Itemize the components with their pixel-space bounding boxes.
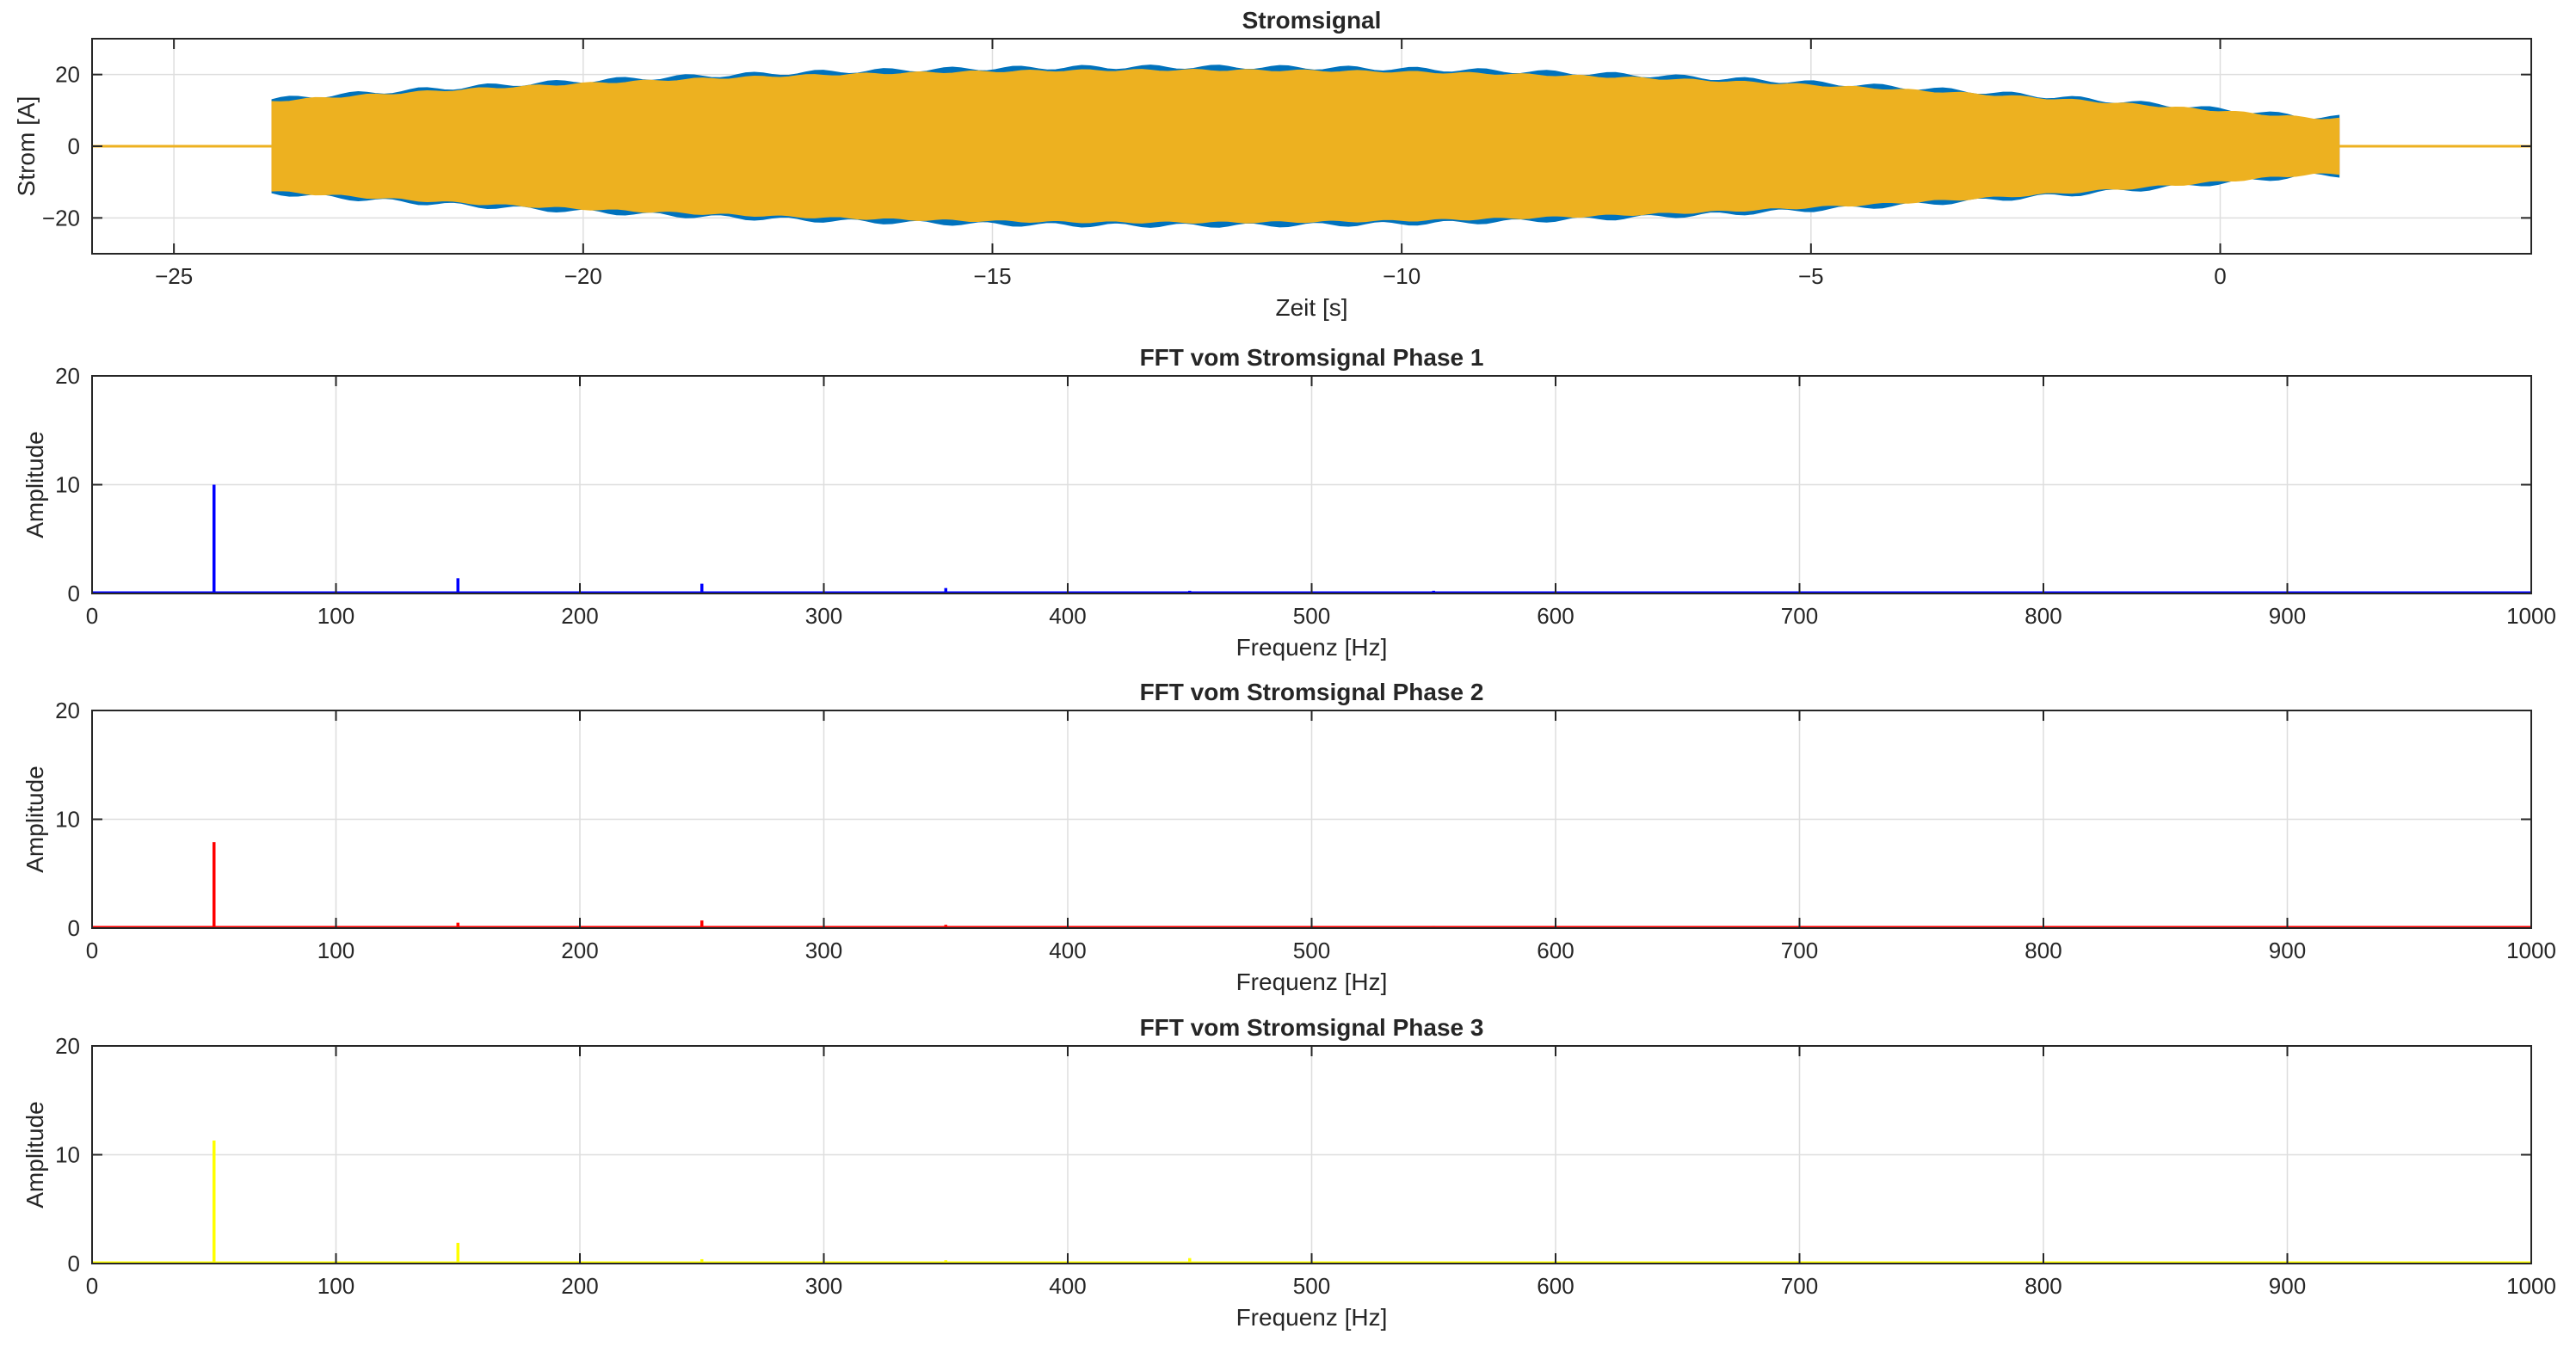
- x-tick-label: −15: [973, 263, 1011, 289]
- plot-area: [92, 65, 2531, 228]
- y-tick-label: 0: [68, 915, 80, 941]
- x-tick-label: 100: [317, 938, 354, 963]
- x-tick-label: 800: [2024, 1273, 2061, 1299]
- x-tick-label: 300: [805, 603, 842, 629]
- chart-title: Stromsignal: [1242, 7, 1382, 34]
- x-tick-label: 900: [2269, 1273, 2306, 1299]
- x-axis-label: Frequenz [Hz]: [1236, 1304, 1388, 1331]
- chart-title: FFT vom Stromsignal Phase 1: [1140, 344, 1484, 371]
- x-tick-label: 0: [86, 1273, 98, 1299]
- x-tick-label: 800: [2024, 603, 2061, 629]
- x-tick-label: 200: [561, 938, 598, 963]
- x-axis-label: Frequenz [Hz]: [1236, 969, 1388, 995]
- x-tick-label: −10: [1383, 263, 1420, 289]
- x-axis-label: Zeit [s]: [1275, 294, 1347, 321]
- x-tick-label: 200: [561, 1273, 598, 1299]
- x-tick-label: 1000: [2506, 603, 2556, 629]
- x-tick-label: 300: [805, 938, 842, 963]
- x-tick-label: 700: [1781, 1273, 1818, 1299]
- y-axis-label: Strom [A]: [13, 96, 40, 197]
- x-tick-label: 100: [317, 1273, 354, 1299]
- y-tick-label: 20: [55, 363, 80, 389]
- x-tick-label: 0: [86, 938, 98, 963]
- x-tick-label: 500: [1293, 1273, 1330, 1299]
- y-axis-label: Amplitude: [22, 766, 48, 873]
- x-tick-label: 0: [2214, 263, 2226, 289]
- x-tick-label: 300: [805, 1273, 842, 1299]
- y-tick-label: 0: [68, 133, 80, 159]
- y-tick-label: 10: [55, 472, 80, 498]
- x-tick-label: 400: [1049, 938, 1086, 963]
- x-tick-label: 200: [561, 603, 598, 629]
- x-tick-label: 400: [1049, 603, 1086, 629]
- x-tick-label: 100: [317, 603, 354, 629]
- chart-title: FFT vom Stromsignal Phase 2: [1140, 679, 1484, 705]
- subplot-4: 0 100 200 300 400 500 600 700 800 900 1000 0 10 20 FFT…: [22, 1014, 2556, 1331]
- x-tick-label: 1000: [2506, 938, 2556, 963]
- x-tick-label: 600: [1537, 938, 1574, 963]
- y-axis-label: Amplitude: [22, 431, 48, 538]
- x-tick-label: 900: [2269, 603, 2306, 629]
- x-tick-label: 900: [2269, 938, 2306, 963]
- y-tick-label: −20: [42, 205, 80, 231]
- signal-envelope-3: [271, 69, 2340, 224]
- x-axis-label: Frequenz [Hz]: [1236, 634, 1388, 661]
- x-tick-label: −25: [155, 263, 193, 289]
- x-tick-label: 600: [1537, 1273, 1574, 1299]
- x-tick-label: 600: [1537, 603, 1574, 629]
- x-tick-label: 500: [1293, 603, 1330, 629]
- x-tick-label: 700: [1781, 938, 1818, 963]
- subplot-2: 0 100 200 300 400 500 600 700 800 900 1000 0 10 20 FFT…: [22, 344, 2556, 661]
- subplot-1: −25 −20 −15 −10 −5 0 −20 0 20 Stromsignal Zeit [s]…: [13, 7, 2532, 321]
- x-tick-label: 1000: [2506, 1273, 2556, 1299]
- x-tick-label: −5: [1798, 263, 1824, 289]
- y-tick-label: 20: [55, 1033, 80, 1059]
- y-tick-label: 10: [55, 1142, 80, 1168]
- x-tick-label: 800: [2024, 938, 2061, 963]
- x-tick-label: −20: [564, 263, 602, 289]
- subplot-3: 0 100 200 300 400 500 600 700 800 900 1000 0 10 20 FFT…: [22, 679, 2556, 995]
- y-tick-label: 20: [55, 62, 80, 88]
- x-tick-label: 0: [86, 603, 98, 629]
- x-tick-label: 700: [1781, 603, 1818, 629]
- x-tick-label: 400: [1049, 1273, 1086, 1299]
- x-tick-label: 500: [1293, 938, 1330, 963]
- y-tick-label: 0: [68, 581, 80, 606]
- y-tick-label: 0: [68, 1251, 80, 1276]
- y-tick-label: 10: [55, 807, 80, 833]
- y-axis-label: Amplitude: [22, 1101, 48, 1208]
- y-tick-label: 20: [55, 698, 80, 723]
- chart-title: FFT vom Stromsignal Phase 3: [1140, 1014, 1484, 1041]
